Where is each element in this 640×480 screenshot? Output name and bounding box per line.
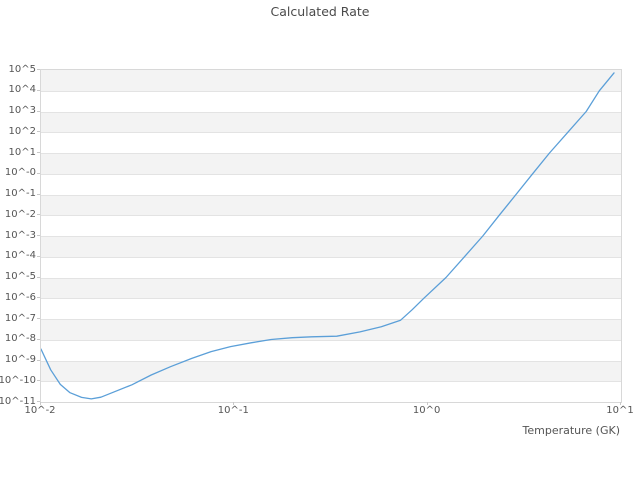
y-gridline [41, 173, 621, 175]
stripe-band [41, 111, 621, 133]
y-gridline [41, 277, 621, 279]
x-tick-mark [40, 402, 41, 405]
stripe-band [41, 153, 621, 174]
y-gridline [41, 339, 621, 341]
x-tick-label: 10^-2 [24, 405, 56, 416]
y-gridline [41, 360, 621, 362]
y-tick-label: 10^1 [8, 146, 36, 158]
stripe-band [41, 70, 621, 91]
y-gridline [41, 132, 621, 134]
y-tick-mark [37, 89, 40, 91]
stripe-band [41, 277, 621, 299]
x-tick-label: 10^-1 [217, 405, 249, 416]
y-tick-label: 10^4 [8, 84, 36, 96]
y-gridline [41, 153, 621, 154]
y-tick-label: 10^-4 [4, 250, 36, 262]
stripe-band [41, 360, 621, 382]
y-gridline [41, 215, 621, 217]
y-tick-label: 10^-11 [0, 395, 36, 407]
stripe-band [41, 319, 621, 340]
y-tick-label: 10^-6 [4, 291, 36, 303]
y-tick-mark [37, 297, 40, 299]
chart-title: Calculated Rate [270, 4, 370, 19]
stripe-band [41, 194, 621, 216]
y-gridline [41, 319, 621, 320]
x-tick-label: 10^0 [412, 405, 441, 416]
y-tick-mark [37, 131, 40, 133]
y-tick-mark [37, 276, 40, 278]
y-tick-label: 10^-2 [4, 208, 36, 220]
x-tick-mark [233, 402, 235, 405]
rate-curve [41, 72, 615, 400]
y-tick-mark [37, 214, 40, 216]
y-tick-mark [37, 235, 40, 236]
y-tick-mark [37, 110, 40, 112]
y-tick-mark [37, 69, 40, 70]
y-tick-mark [37, 193, 40, 195]
y-gridline [41, 90, 621, 92]
y-tick-label: 10^-1 [4, 188, 36, 199]
y-tick-label: 10^-9 [4, 354, 36, 365]
y-tick-label: 10^5 [8, 63, 36, 75]
rate-curve-canvas [41, 72, 615, 400]
y-tick-label: 10^2 [8, 125, 36, 137]
x-tick-mark [426, 402, 428, 405]
y-gridline [41, 111, 621, 113]
y-tick-mark [37, 172, 40, 174]
x-axis-title: Temperature (GK) [522, 424, 621, 437]
y-gridline [41, 194, 621, 196]
stripe-band [41, 236, 621, 257]
y-tick-label: 10^-5 [4, 271, 36, 282]
y-gridline [41, 298, 621, 300]
y-tick-mark [37, 401, 40, 402]
y-tick-mark [37, 318, 40, 319]
y-gridline [41, 256, 621, 258]
y-tick-label: 10^-3 [4, 229, 36, 241]
y-tick-label: 10^3 [8, 105, 36, 116]
y-tick-mark [37, 152, 40, 153]
y-tick-mark [37, 338, 40, 340]
y-tick-label: 10^-10 [0, 374, 36, 386]
y-gridline [41, 236, 621, 237]
y-tick-label: 10^-7 [4, 312, 36, 324]
x-tick-label: 10^1 [606, 405, 634, 416]
y-tick-mark [37, 380, 40, 382]
y-gridline [41, 381, 621, 383]
x-tick-mark [620, 402, 621, 405]
y-tick-label: 10^-0 [4, 167, 36, 179]
y-tick-mark [37, 359, 40, 361]
y-tick-mark [37, 255, 40, 257]
y-tick-label: 10^-8 [4, 333, 36, 345]
plot-area [40, 69, 622, 403]
